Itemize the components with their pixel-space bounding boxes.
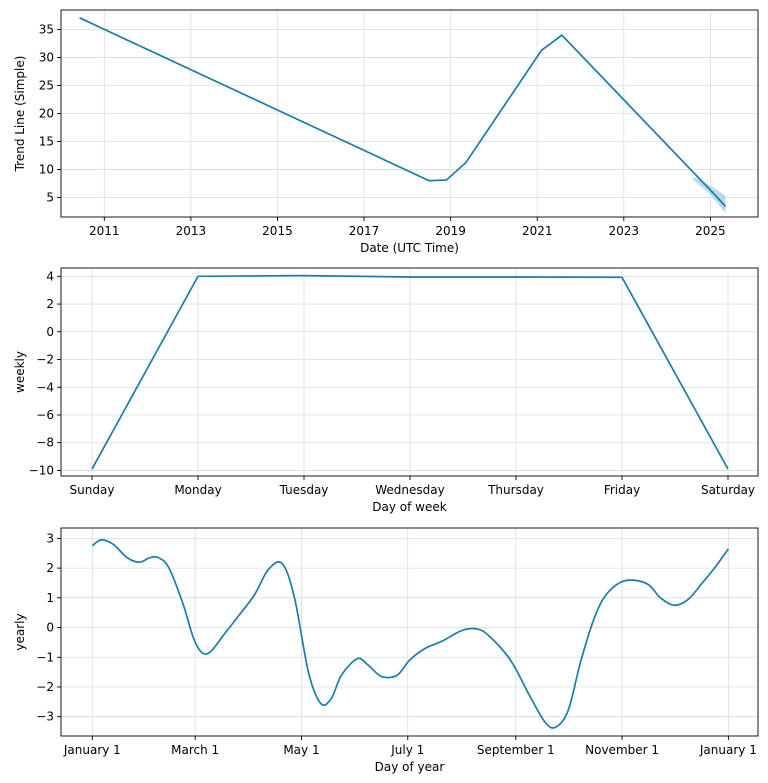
trend-x-tick-label-2025: 2025	[695, 224, 726, 238]
yearly-line	[91, 539, 730, 729]
yearly-gridlines	[61, 528, 758, 736]
yearly-y-tick-label: 1	[46, 591, 54, 605]
weekly-x-tick-label-thursday: Thursday	[487, 483, 544, 497]
trend-uncertainty-band	[693, 176, 726, 214]
trend-ticks: 2011 2013 2015 2017 2019 2021 2023 202551015202…	[39, 23, 726, 238]
weekly-x-tick-label-wednesday: Wednesday	[375, 483, 444, 497]
trend-x-tick-label-2017: 2017	[349, 224, 380, 238]
weekly-panel: Sunday Monday Tuesday Wednesday Thursday Frid…	[13, 267, 759, 514]
weekly-axes-frame	[60, 267, 759, 477]
yearly-x-tick-label-july-1: July 1	[390, 743, 424, 757]
yearly-y-axis-label: yearly	[13, 613, 27, 650]
weekly-y-tick-label: 2	[46, 297, 54, 311]
weekly-y-tick-label: −10	[29, 463, 54, 477]
yearly-y-tick-label: 2	[46, 561, 54, 575]
yearly-y-tick-label: 0	[46, 621, 54, 635]
yearly-axes-frame	[60, 527, 759, 737]
weekly-ticks: Sunday Monday Tuesday Wednesday Thursday Frid…	[29, 269, 755, 497]
yearly-x-tick-label-january-1: January 1	[699, 743, 757, 757]
weekly-y-tick-label: −2	[36, 353, 54, 367]
trend-y-tick-label: 10	[39, 162, 54, 176]
weekly-x-tick-label-friday: Friday	[604, 483, 640, 497]
trend-x-tick-label-2015: 2015	[262, 224, 293, 238]
yearly-x-axis-label: Day of year	[375, 760, 445, 774]
trend-y-tick-label: 30	[39, 51, 54, 65]
trend-x-axis-label: Date (UTC Time)	[360, 241, 459, 255]
trend-y-tick-label: 15	[39, 134, 54, 148]
trend-y-tick-label: 5	[46, 190, 54, 204]
trend-x-tick-label-2021: 2021	[522, 224, 553, 238]
weekly-y-axis-label: weekly	[13, 351, 27, 393]
weekly-gridlines	[61, 268, 758, 476]
weekly-y-tick-label: 4	[46, 269, 54, 283]
weekly-x-tick-label-tuesday: Tuesday	[279, 483, 329, 497]
weekly-x-tick-label-monday: Monday	[174, 483, 221, 497]
trend-line	[79, 17, 727, 207]
trend-y-axis-label: Trend Line (Simple)	[13, 56, 27, 173]
trend-panel: 2011 2013 2015 2017 2019 2021 2023 202551015202…	[13, 9, 759, 255]
weekly-y-tick-label: −6	[36, 408, 54, 422]
yearly-x-tick-label-january-1: January 1	[63, 743, 121, 757]
weekly-x-axis-label: Day of week	[372, 500, 446, 514]
yearly-y-tick-label: −3	[36, 710, 54, 724]
trend-x-tick-label-2011: 2011	[89, 224, 120, 238]
yearly-y-tick-label: −1	[36, 650, 54, 664]
trend-y-tick-label: 25	[39, 79, 54, 93]
trend-gridlines	[61, 10, 758, 217]
weekly-x-tick-label-sunday: Sunday	[70, 483, 115, 497]
yearly-x-tick-label-march-1: March 1	[171, 743, 219, 757]
trend-x-tick-label-2023: 2023	[609, 224, 640, 238]
trend-x-tick-label-2013: 2013	[176, 224, 207, 238]
yearly-x-tick-label-november-1: November 1	[585, 743, 659, 757]
yearly-ticks: January 1 March 1 May 1 July 1 September 1 No…	[36, 531, 757, 757]
yearly-y-tick-label: −2	[36, 680, 54, 694]
trend-y-tick-label: 20	[39, 107, 54, 121]
trend-y-tick-label: 35	[39, 23, 54, 37]
weekly-line	[91, 274, 729, 470]
trend-x-tick-label-2019: 2019	[435, 224, 466, 238]
yearly-x-tick-label-may-1: May 1	[283, 743, 319, 757]
yearly-x-tick-label-september-1: September 1	[477, 743, 555, 757]
weekly-y-tick-label: −8	[36, 436, 54, 450]
yearly-panel: January 1 March 1 May 1 July 1 September 1 No…	[13, 527, 759, 774]
weekly-x-tick-label-saturday: Saturday	[701, 483, 755, 497]
weekly-y-tick-label: 0	[46, 325, 54, 339]
yearly-y-tick-label: 3	[46, 531, 54, 545]
weekly-y-tick-label: −4	[36, 380, 54, 394]
